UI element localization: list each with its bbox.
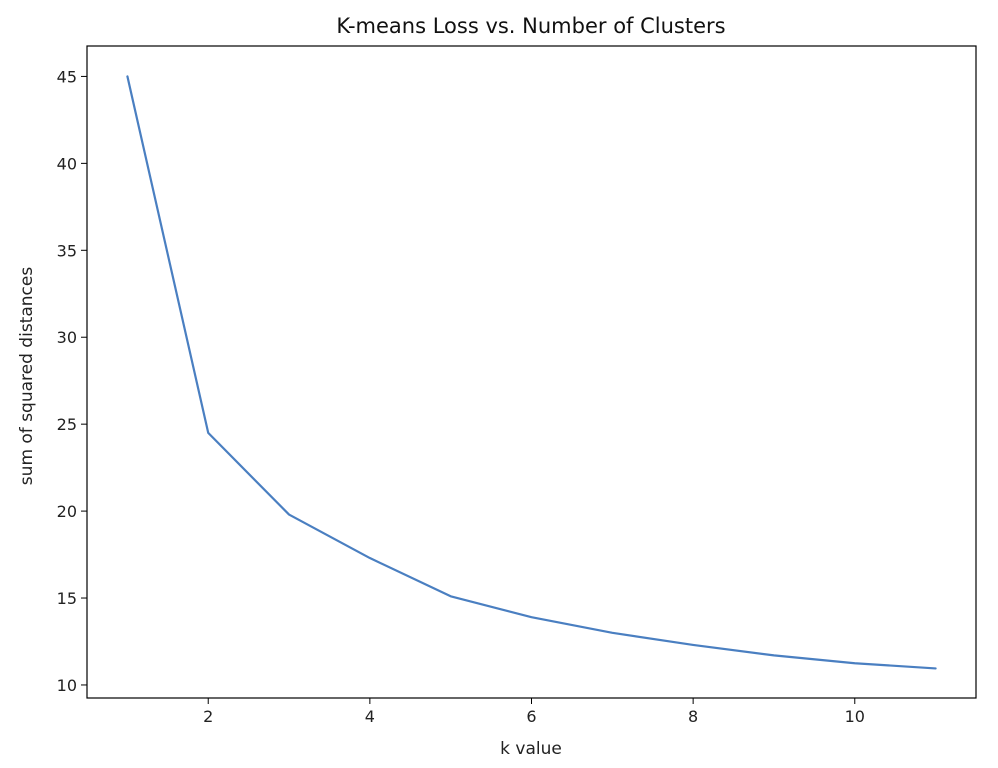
x-tick-label: 2 bbox=[203, 707, 213, 726]
x-tick-label: 8 bbox=[688, 707, 698, 726]
x-axis-label: k value bbox=[500, 739, 562, 759]
y-tick-label: 20 bbox=[57, 502, 77, 521]
x-tick-label: 4 bbox=[365, 707, 375, 726]
y-tick-label: 40 bbox=[57, 154, 77, 173]
chart-title: K-means Loss vs. Number of Clusters bbox=[336, 14, 725, 38]
y-tick-label: 10 bbox=[57, 676, 77, 695]
y-tick-label: 30 bbox=[57, 328, 77, 347]
plot-area: 2 4 6 8 10 10 15 20 25 30 35 40 45 bbox=[57, 45, 977, 726]
x-tick-label: 6 bbox=[526, 707, 536, 726]
x-tick-label: 10 bbox=[845, 707, 865, 726]
y-tick-label: 45 bbox=[57, 67, 77, 86]
y-tick-label: 35 bbox=[57, 241, 77, 260]
axes-frame bbox=[86, 45, 977, 699]
y-tick-label: 15 bbox=[57, 589, 77, 608]
y-axis-label: sum of squared distances bbox=[17, 267, 37, 486]
y-tick-label: 25 bbox=[57, 415, 77, 434]
series-line bbox=[126, 75, 937, 670]
